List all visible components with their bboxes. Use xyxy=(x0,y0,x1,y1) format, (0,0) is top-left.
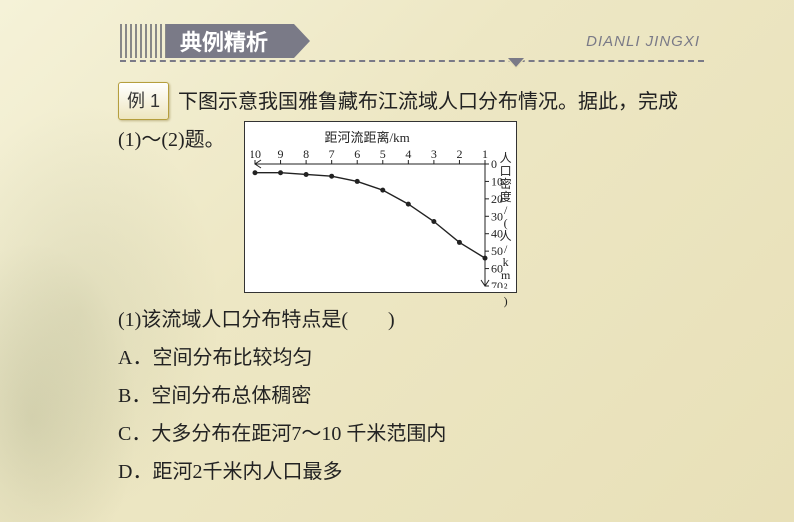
option-c: C．大多分布在距河7～10 千米范围内 xyxy=(118,415,744,453)
chart-y-label: 人口密度/(人/km²) xyxy=(499,152,513,308)
header-underline xyxy=(120,60,704,70)
population-chart: 距河流距离/km 人口密度/(人/km²) 109876543210102030… xyxy=(244,121,517,293)
option-d: D．距河2千米内人口最多 xyxy=(118,453,744,491)
header-stripe xyxy=(120,24,166,58)
section-title: 典例精析 xyxy=(166,24,294,58)
intro-text-line2: (1)～(2)题。 xyxy=(118,121,225,159)
chart-x-label: 距河流距离/km xyxy=(245,126,490,151)
svg-text:0: 0 xyxy=(491,157,497,171)
chart-plot: 10987654321010203040506070 xyxy=(251,146,509,288)
section-subtitle: DIANLI JINGXI xyxy=(294,24,704,58)
question-stem: (1)该流域人口分布特点是( ) xyxy=(118,301,744,339)
option-a: A．空间分布比较均匀 xyxy=(118,339,744,377)
intro-text-line1: 下图示意我国雅鲁藏布江流域人口分布情况。据此，完成 xyxy=(178,91,678,113)
example-badge: 例 1 xyxy=(118,82,169,120)
option-b: B．空间分布总体稠密 xyxy=(118,377,744,415)
